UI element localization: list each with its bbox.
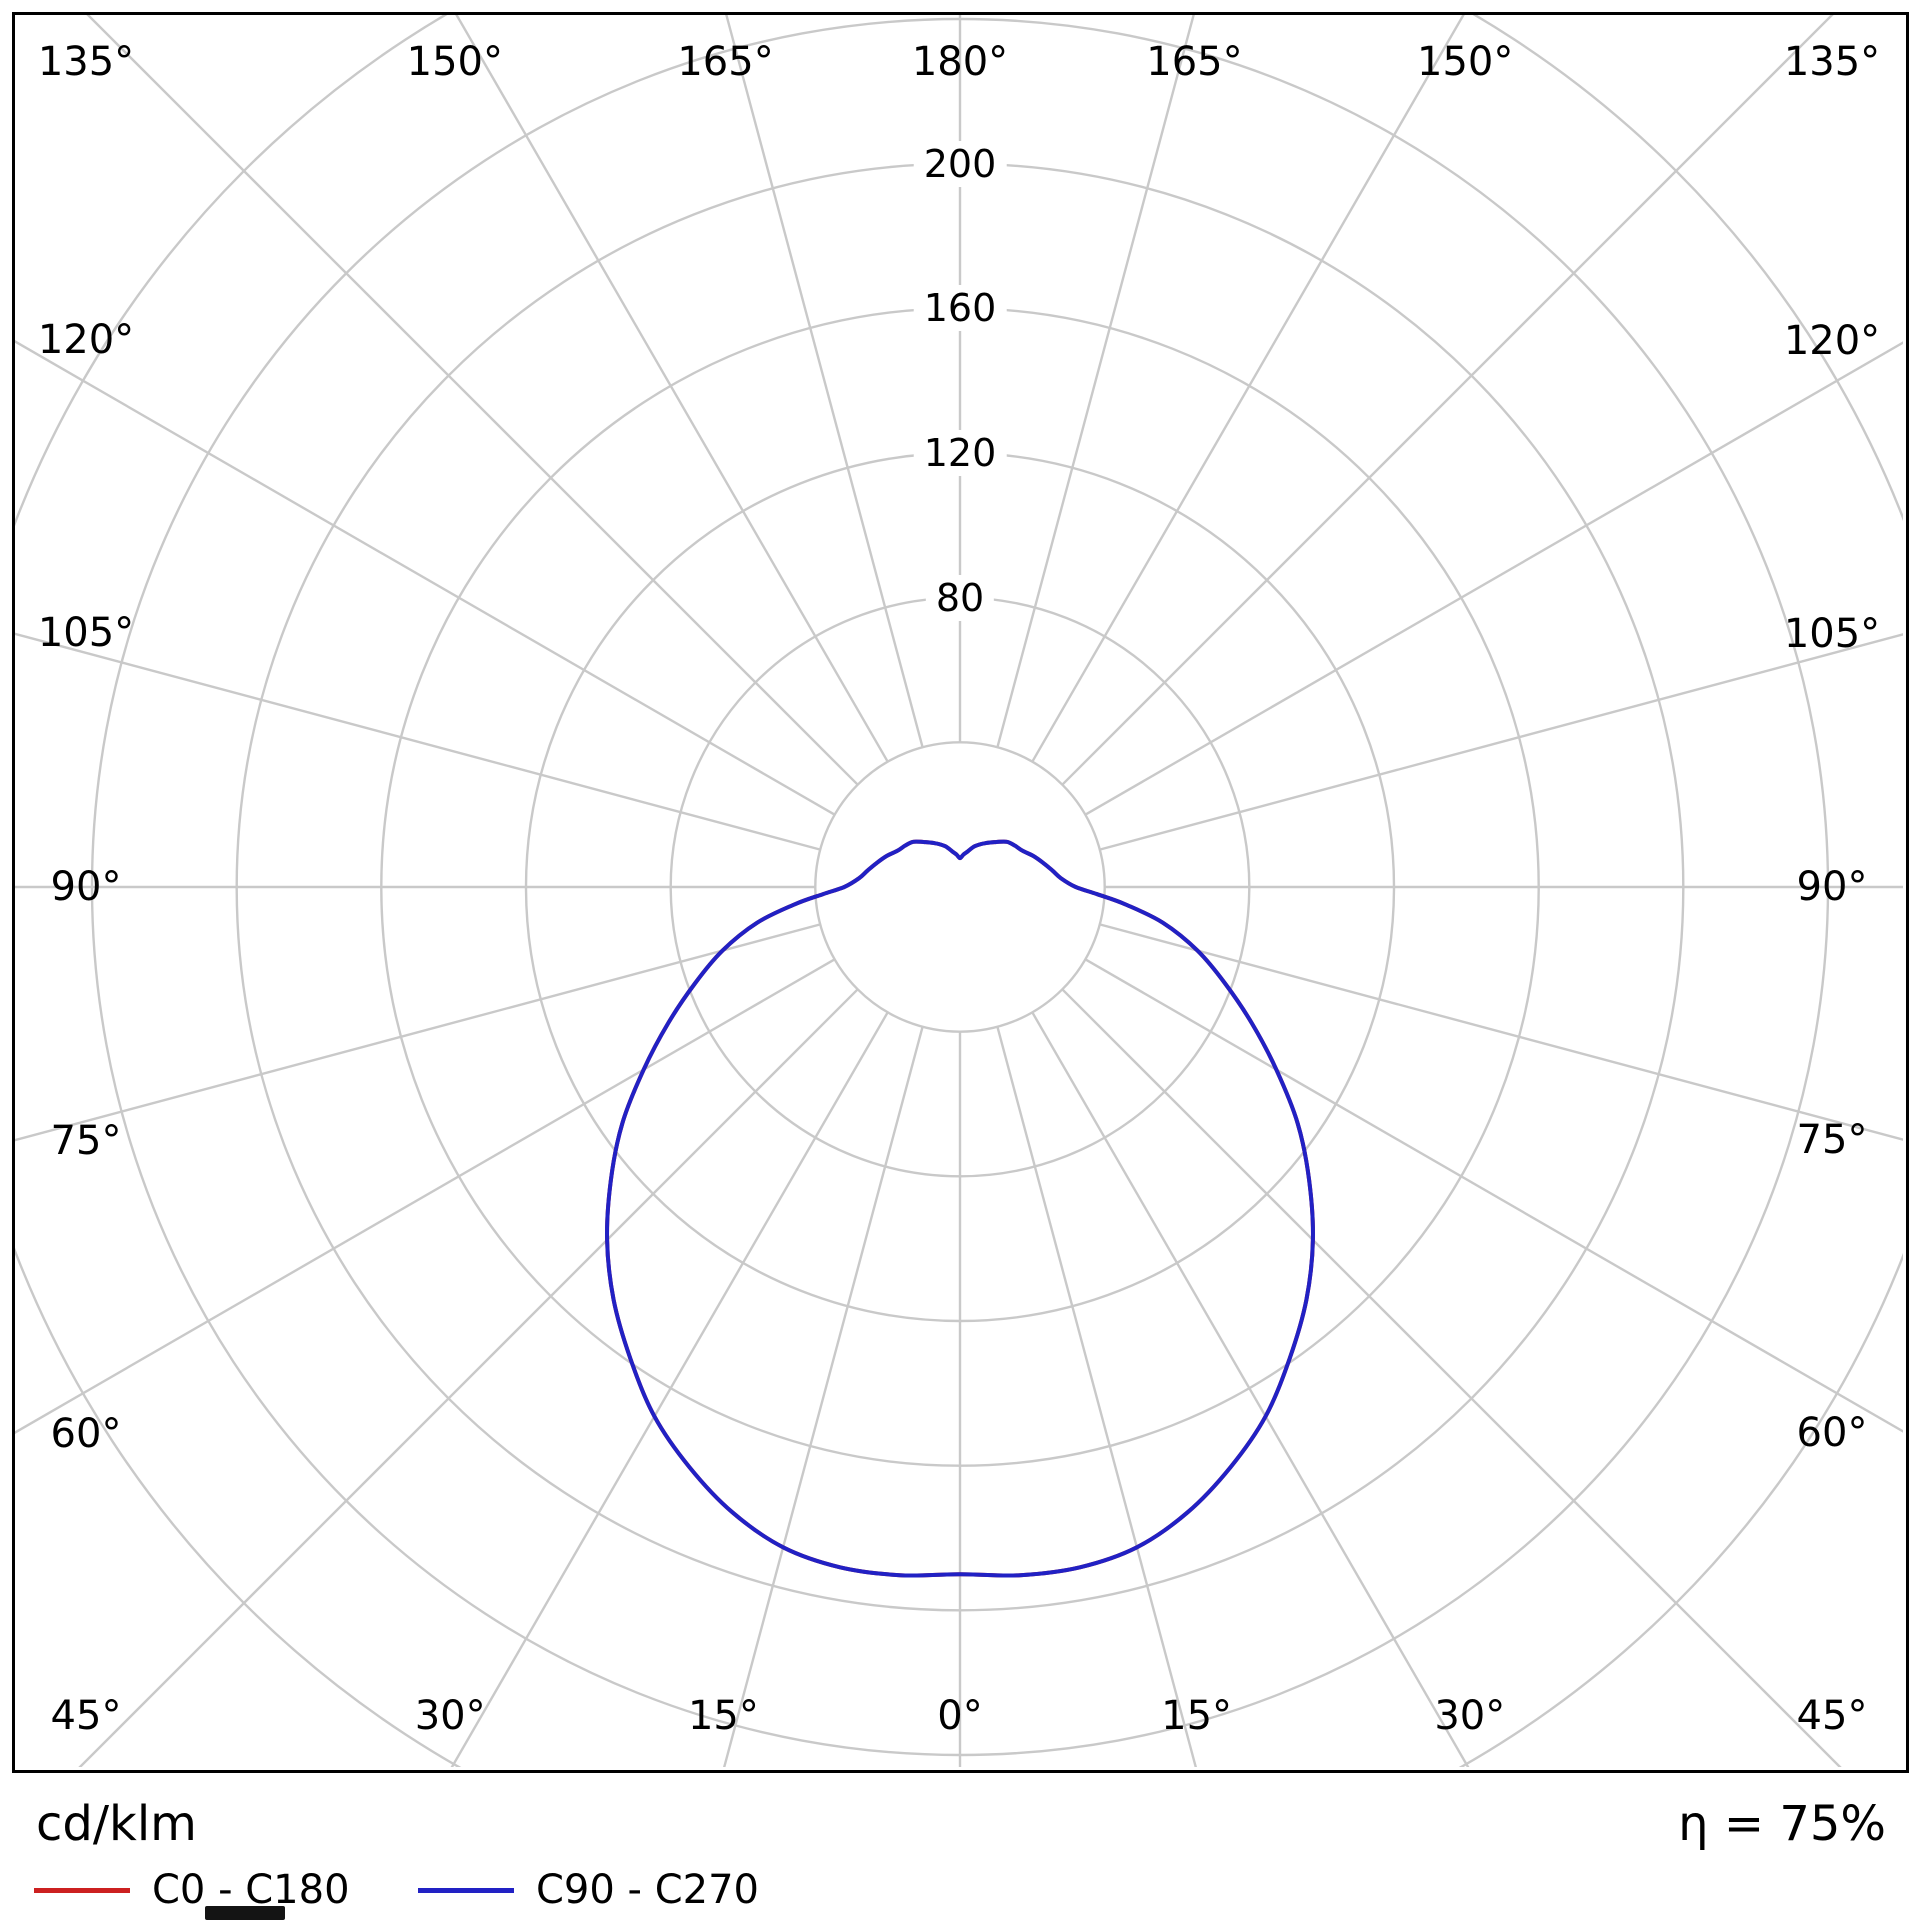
angle-label-105: 105° [1783, 610, 1881, 657]
units-label: cd/klm [36, 1796, 197, 1852]
angle-label-90: 90° [50, 864, 122, 910]
cropped-legend-artifact [205, 1906, 285, 1920]
angle-label-45: 45° [50, 1693, 122, 1739]
legend-item-1: C0 - C180 [34, 1870, 350, 1910]
angle-label-105: 105° [37, 609, 135, 656]
angle-label-60: 60° [50, 1411, 122, 1458]
chart-footer: cd/klm C0 - C180 C90 - C270 η = 75% [0, 1770, 1920, 1920]
angle-label-90: 90° [1796, 864, 1868, 910]
angle-label-135: 135° [37, 39, 135, 85]
angle-label-135: 135° [1783, 39, 1881, 85]
angle-label-75: 75° [1796, 1117, 1868, 1164]
efficiency-label: η = 75% [1678, 1796, 1886, 1852]
angle-label-30: 30° [1434, 1693, 1506, 1739]
legend-swatch [34, 1887, 130, 1893]
angle-label-120: 120° [1783, 317, 1881, 364]
angle-label-45: 45° [1796, 1693, 1868, 1739]
legend-label: C90 - C270 [536, 1867, 759, 1913]
polar-chart-frame [12, 12, 1909, 1773]
angle-label-120: 120° [37, 316, 135, 363]
angle-label-150: 150° [1416, 39, 1514, 85]
angle-label-165: 165° [677, 39, 774, 85]
radial-tick-label-80: 80 [925, 574, 995, 621]
angle-label-0: 0° [937, 1693, 983, 1739]
angle-label-180: 180° [911, 39, 1009, 85]
legend-item-2: C90 - C270 [418, 1870, 759, 1910]
legend-label: C0 - C180 [152, 1867, 350, 1913]
angle-label-15: 15° [687, 1693, 759, 1739]
legend-swatch [418, 1887, 514, 1893]
radial-tick-label-200: 200 [913, 140, 1007, 187]
angle-label-75: 75° [50, 1118, 122, 1165]
angle-label-150: 150° [406, 39, 503, 85]
angle-label-30: 30° [414, 1693, 486, 1739]
angle-label-60: 60° [1796, 1410, 1868, 1457]
angle-label-15: 15° [1161, 1693, 1233, 1739]
angle-label-165: 165° [1146, 39, 1243, 85]
radial-tick-label-120: 120 [913, 430, 1007, 476]
radial-tick-label-160: 160 [913, 285, 1007, 332]
